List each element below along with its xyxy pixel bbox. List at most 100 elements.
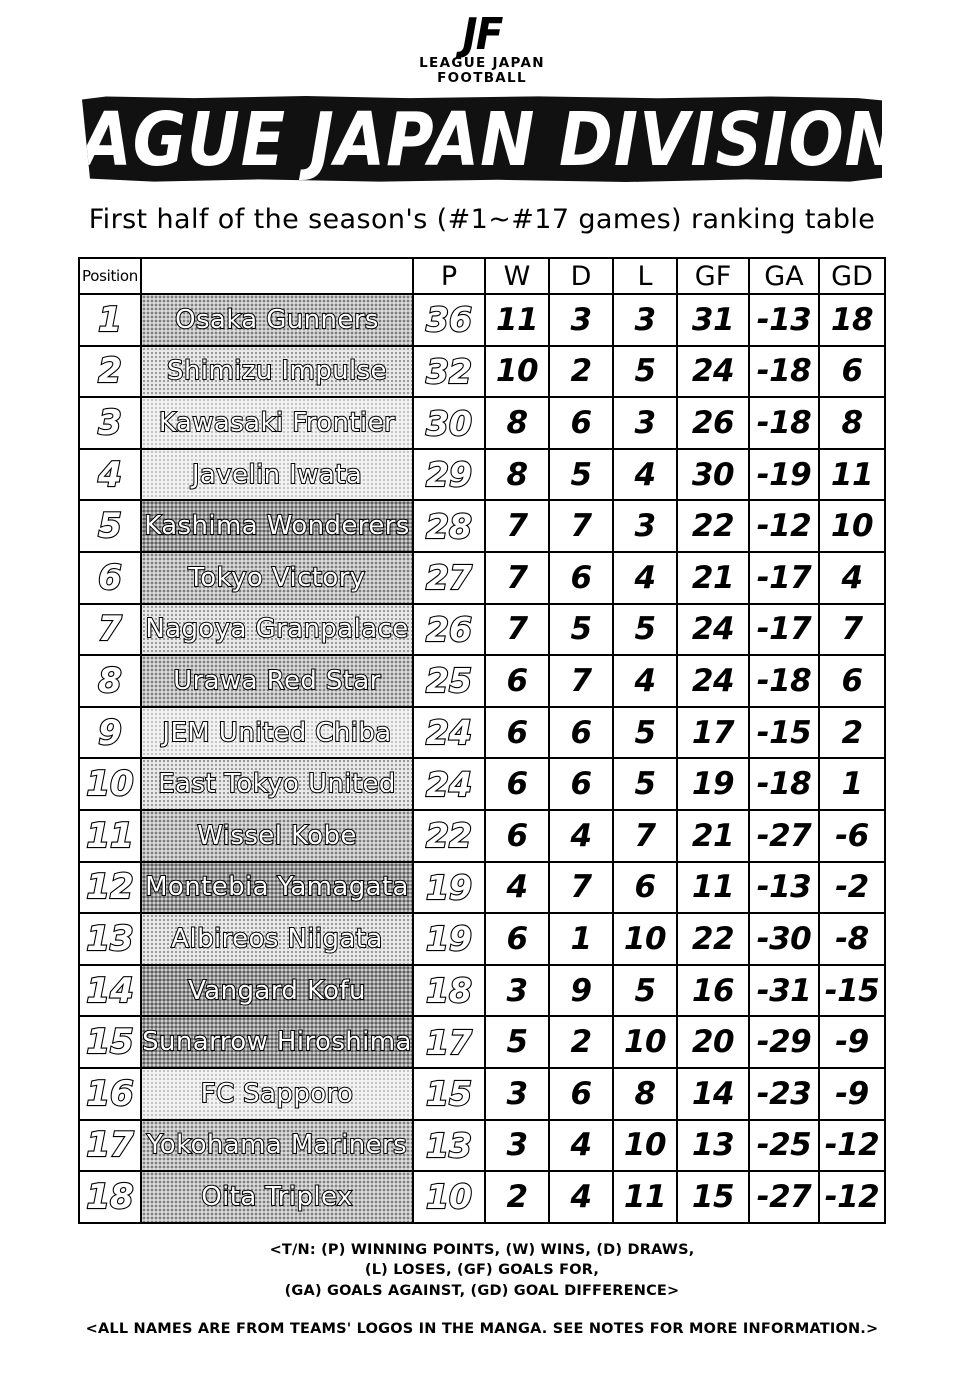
row-wins: 6 xyxy=(484,705,550,760)
table-row: 2 Shimizu Impulse 32 10 2 5 24 -18 6 xyxy=(78,344,886,399)
row-position: 1 xyxy=(78,293,142,347)
row-points: 24 xyxy=(412,757,486,811)
row-goal-difference: -12 xyxy=(818,1170,886,1224)
row-goal-difference: 7 xyxy=(818,602,886,657)
row-team-name: Nagoya Granpalace xyxy=(140,602,414,657)
row-loses: 6 xyxy=(612,860,678,915)
row-wins: 6 xyxy=(484,654,550,708)
row-wins: 7 xyxy=(484,499,550,553)
row-goal-difference: -15 xyxy=(818,963,886,1018)
row-goal-difference: -9 xyxy=(818,1066,886,1121)
table-row: 12 Montebia Yamagata 19 4 7 6 11 -13 -2 xyxy=(78,860,886,915)
row-goals-for: 24 xyxy=(676,344,750,399)
row-draws: 7 xyxy=(548,860,614,915)
row-draws: 7 xyxy=(548,499,614,553)
row-points: 36 xyxy=(412,293,486,347)
row-points: 17 xyxy=(412,1015,486,1069)
row-loses: 5 xyxy=(612,757,678,811)
row-wins: 10 xyxy=(484,344,550,399)
row-wins: 6 xyxy=(484,757,550,811)
table-row: 1 Osaka Gunners 36 11 3 3 31 -13 18 xyxy=(78,293,886,347)
row-wins: 6 xyxy=(484,808,550,863)
row-goals-for: 30 xyxy=(676,447,750,502)
table-row: 6 Tokyo Victory 27 7 6 4 21 -17 4 xyxy=(78,550,886,605)
row-points: 19 xyxy=(412,860,486,915)
column-header-goals-against: GA xyxy=(748,257,820,296)
row-draws: 6 xyxy=(548,757,614,811)
row-goals-for: 11 xyxy=(676,860,750,915)
table-row: 3 Kawasaki Frontier 30 8 6 3 26 -18 8 xyxy=(78,396,886,450)
table-row: 5 Kashima Wonderers 28 7 7 3 22 -12 10 xyxy=(78,499,886,553)
logo-monogram-jf: JF xyxy=(462,9,503,60)
row-goal-difference: 8 xyxy=(818,396,886,450)
table-row: 8 Urawa Red Star 25 6 7 4 24 -18 6 xyxy=(78,654,886,708)
row-loses: 5 xyxy=(612,602,678,657)
row-team-name: Albireos Niigata xyxy=(140,912,414,966)
row-goals-for: 31 xyxy=(676,293,750,347)
table-row: 11 Wissel Kobe 22 6 4 7 21 -27 -6 xyxy=(78,808,886,863)
row-wins: 6 xyxy=(484,912,550,966)
row-position: 18 xyxy=(78,1170,142,1224)
table-header-row: Position P W D L GF GA GD xyxy=(78,257,886,296)
row-team-name: Osaka Gunners xyxy=(140,293,414,347)
league-ranking-table: Position P W D L GF GA GD 1 Osaka Gunners… xyxy=(78,257,886,1224)
row-goals-against: -12 xyxy=(748,499,820,553)
row-goals-against: -23 xyxy=(748,1066,820,1121)
row-goals-against: -29 xyxy=(748,1015,820,1069)
title-banner: LEAGUE JAPAN DIVISION 1 xyxy=(82,96,882,183)
row-team-name: Montebia Yamagata xyxy=(140,860,414,915)
row-wins: 5 xyxy=(484,1015,550,1069)
footnote-credit: <ALL NAMES ARE FROM TEAMS' LOGOS IN THE … xyxy=(85,1321,879,1338)
footnote-line-3: (GA) GOALS AGAINST, (GD) GOAL DIFFERENCE… xyxy=(284,1282,680,1299)
row-draws: 9 xyxy=(548,963,614,1018)
row-goals-for: 19 xyxy=(676,757,750,811)
row-draws: 6 xyxy=(548,396,614,450)
logo-subtitle-line1: LEAGUE JAPAN xyxy=(419,54,545,71)
row-position: 10 xyxy=(78,757,142,811)
row-position: 11 xyxy=(78,808,142,863)
row-goals-against: -27 xyxy=(748,808,820,863)
row-goals-against: -27 xyxy=(748,1170,820,1224)
row-loses: 4 xyxy=(612,654,678,708)
row-points: 29 xyxy=(412,447,486,502)
row-goals-against: -17 xyxy=(748,550,820,605)
table-header: Position P W D L GF GA GD xyxy=(78,257,886,296)
logo-subtitle-line2: FOOTBALL xyxy=(437,69,527,86)
row-draws: 7 xyxy=(548,654,614,708)
row-wins: 4 xyxy=(484,860,550,915)
column-header-draws: D xyxy=(548,257,614,296)
column-header-goal-difference: GD xyxy=(818,257,886,296)
row-draws: 4 xyxy=(548,1170,614,1224)
row-loses: 5 xyxy=(612,963,678,1018)
row-goals-against: -18 xyxy=(748,344,820,399)
row-team-name: East Tokyo United xyxy=(140,757,414,811)
row-goals-for: 14 xyxy=(676,1066,750,1121)
row-wins: 2 xyxy=(484,1170,550,1224)
row-goal-difference: 1 xyxy=(818,757,886,811)
footnote-line-1: <T/N: (P) WINNING POINTS, (W) WINS, (D) … xyxy=(269,1241,695,1258)
row-position: 13 xyxy=(78,912,142,966)
row-goals-for: 16 xyxy=(676,963,750,1018)
row-team-name: Urawa Red Star xyxy=(140,654,414,708)
row-position: 16 xyxy=(78,1066,142,1121)
row-team-name: Yokohama Mariners xyxy=(140,1118,414,1173)
league-logo: JF LEAGUE JAPAN FOOTBALL xyxy=(0,0,964,86)
row-draws: 1 xyxy=(548,912,614,966)
row-points: 27 xyxy=(412,550,486,605)
row-wins: 8 xyxy=(484,447,550,502)
row-wins: 8 xyxy=(484,396,550,450)
row-loses: 5 xyxy=(612,344,678,399)
row-position: 17 xyxy=(78,1118,142,1173)
row-loses: 8 xyxy=(612,1066,678,1121)
row-draws: 5 xyxy=(548,447,614,502)
column-header-goals-for: GF xyxy=(676,257,750,296)
row-points: 26 xyxy=(412,602,486,657)
row-team-name: Kawasaki Frontier xyxy=(140,396,414,450)
row-points: 19 xyxy=(412,912,486,966)
row-goals-against: -17 xyxy=(748,602,820,657)
row-team-name: Shimizu Impulse xyxy=(140,344,414,399)
row-loses: 3 xyxy=(612,396,678,450)
row-goal-difference: 10 xyxy=(818,499,886,553)
table-row: 14 Vangard Kofu 18 3 9 5 16 -31 -15 xyxy=(78,963,886,1018)
row-team-name: Tokyo Victory xyxy=(140,550,414,605)
